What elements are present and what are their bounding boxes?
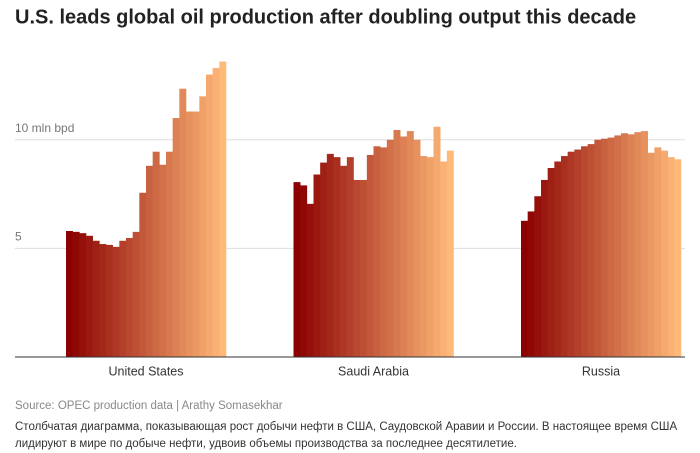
y-tick-label: 5 (15, 230, 22, 244)
bar (212, 68, 220, 357)
bar (206, 74, 213, 357)
bar (561, 156, 568, 357)
bar (420, 156, 428, 357)
bar (521, 220, 528, 357)
bar (373, 146, 381, 357)
bar (119, 240, 127, 357)
bar (393, 129, 401, 357)
bar (647, 152, 655, 357)
bar (554, 161, 562, 357)
bar (306, 203, 314, 357)
bar (146, 165, 153, 357)
bar (601, 138, 608, 357)
x-tick-label: United States (108, 364, 183, 378)
bar (634, 132, 642, 357)
bar (426, 157, 434, 357)
bar (667, 157, 675, 357)
bar (92, 240, 100, 357)
bar (106, 244, 113, 357)
bar (66, 231, 73, 357)
bar (172, 118, 180, 357)
bar (99, 244, 107, 357)
bar (581, 146, 588, 357)
bar (574, 149, 582, 357)
bar (567, 151, 575, 357)
bar (199, 96, 207, 357)
bar (353, 179, 361, 357)
bar (400, 136, 408, 357)
bar (641, 131, 648, 357)
bar (159, 164, 167, 357)
bar (594, 139, 602, 357)
bar (139, 192, 147, 357)
bar (627, 134, 635, 357)
bar (326, 153, 334, 357)
bar (547, 168, 555, 357)
caption: Столбчатая диаграмма, показывающая рост … (15, 421, 678, 450)
bar (132, 231, 140, 357)
bar (386, 139, 394, 357)
bar (340, 165, 348, 357)
bar (79, 233, 87, 357)
bar (313, 174, 321, 357)
bar (333, 157, 341, 357)
bar (614, 135, 622, 357)
chart-title: U.S. leads global oil production after d… (15, 6, 636, 28)
bar (440, 161, 448, 357)
bar (360, 179, 368, 357)
bar (413, 139, 421, 357)
bar (433, 126, 441, 357)
bar (219, 61, 227, 357)
bar (366, 154, 374, 357)
bar (380, 147, 388, 357)
x-tick-label: Russia (582, 364, 620, 378)
bar (300, 185, 308, 357)
bar (179, 88, 187, 357)
bar (406, 131, 414, 357)
bar (587, 144, 595, 357)
bar (446, 150, 454, 357)
bar (320, 162, 328, 357)
bar (126, 237, 133, 357)
source: Source: OPEC production data | Arathy So… (15, 400, 283, 412)
bar (112, 246, 120, 357)
bar (72, 231, 80, 357)
bar (527, 211, 535, 357)
bar (186, 111, 193, 357)
bar (654, 147, 662, 357)
x-tick-label: Saudi Arabia (338, 364, 409, 378)
bar (674, 159, 682, 357)
bar (346, 157, 354, 357)
bar (293, 182, 301, 357)
bar (621, 133, 628, 357)
bar (192, 111, 200, 357)
bar (534, 196, 542, 357)
bar (166, 151, 173, 357)
bar (86, 235, 93, 357)
bar (541, 179, 548, 357)
bar (661, 150, 668, 357)
bar (152, 151, 160, 357)
y-tick-label: 10 mln bpd (15, 121, 74, 135)
bar (607, 137, 615, 357)
